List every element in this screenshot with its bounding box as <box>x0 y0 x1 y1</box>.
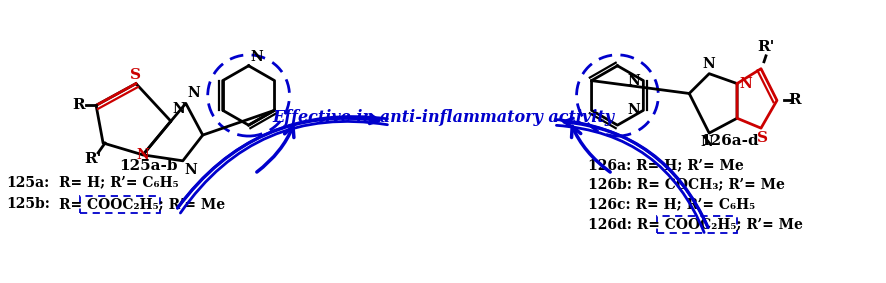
Text: S: S <box>758 131 768 145</box>
Text: N: N <box>185 163 198 177</box>
Text: 126b: R= COCH₃; R’= Me: 126b: R= COCH₃; R’= Me <box>587 177 784 192</box>
Text: Effective in anti-inflammatory activity: Effective in anti-inflammatory activity <box>272 109 614 126</box>
Text: N: N <box>627 103 641 117</box>
Text: N: N <box>627 74 641 88</box>
Text: 125a-b: 125a-b <box>120 159 178 173</box>
Text: 126a: R= H; R’= Me: 126a: R= H; R’= Me <box>587 158 743 172</box>
Text: N: N <box>703 57 716 71</box>
Text: 125b:: 125b: <box>6 197 51 211</box>
Text: N: N <box>251 50 263 64</box>
Text: 126c: R= H; R’= C₆H₅: 126c: R= H; R’= C₆H₅ <box>587 197 755 211</box>
Text: N: N <box>701 135 713 149</box>
Text: N: N <box>188 86 200 100</box>
Text: R= H; R’= C₆H₅: R= H; R’= C₆H₅ <box>59 175 179 190</box>
Text: 125a:: 125a: <box>6 175 50 190</box>
Text: R': R' <box>84 152 102 166</box>
Text: N: N <box>136 148 150 162</box>
Text: R': R' <box>758 40 774 54</box>
Text: N: N <box>173 102 185 116</box>
Text: R= COOC₂H₅; R’= Me: R= COOC₂H₅; R’= Me <box>59 197 225 211</box>
Text: 126d: R= COOC₂H₅; R’= Me: 126d: R= COOC₂H₅; R’= Me <box>587 217 803 231</box>
Text: R: R <box>72 98 84 112</box>
Text: S: S <box>130 68 142 82</box>
Text: 126a-d: 126a-d <box>700 134 758 148</box>
Text: N: N <box>739 77 752 91</box>
Text: R: R <box>789 93 801 108</box>
